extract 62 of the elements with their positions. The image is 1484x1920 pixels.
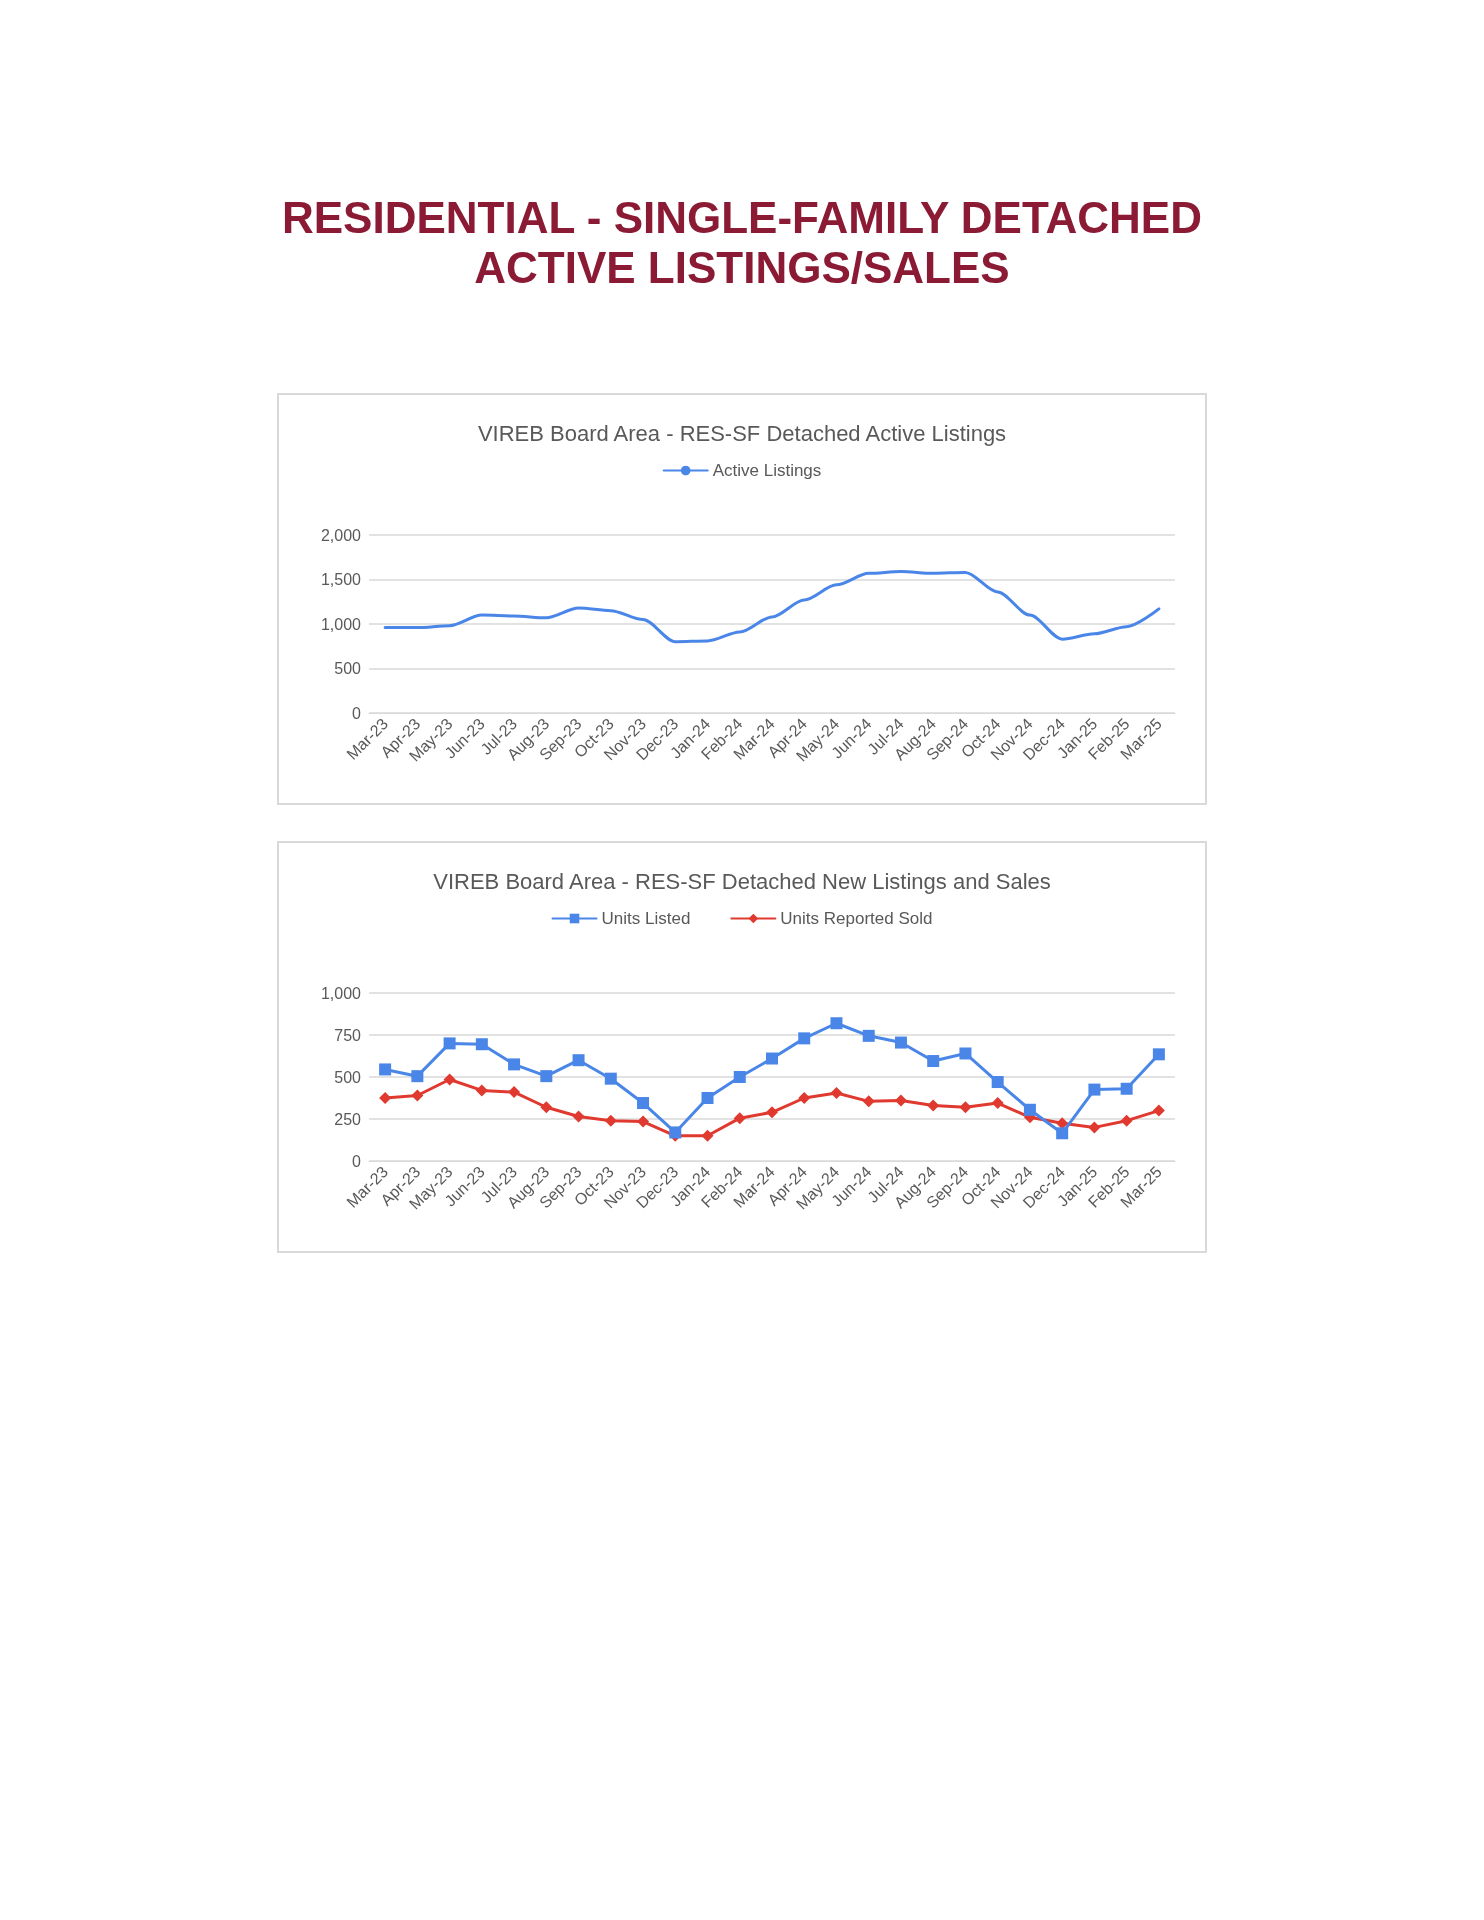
point — [927, 1099, 940, 1112]
point — [475, 1038, 488, 1051]
point — [475, 1084, 488, 1097]
point — [637, 1115, 650, 1128]
point — [991, 1076, 1004, 1089]
point — [540, 1070, 553, 1083]
point — [1120, 1082, 1133, 1095]
point — [733, 1071, 746, 1083]
chart-title: VIREB Board Area - RES-SF Detached New Listings and Sales — [433, 868, 1051, 894]
point — [733, 1112, 746, 1125]
y-tick-label: 1,500 — [320, 571, 362, 588]
point — [830, 1017, 843, 1030]
point — [379, 1063, 392, 1076]
y-tick-label: 250 — [334, 1110, 362, 1128]
point — [540, 1101, 553, 1114]
point — [508, 1086, 521, 1099]
point — [604, 1114, 617, 1127]
point — [830, 1086, 843, 1099]
text: ACTIVE LISTINGS/SALES — [473, 243, 1011, 293]
point — [604, 1072, 617, 1085]
point — [894, 1036, 907, 1049]
point — [443, 1073, 456, 1086]
point — [991, 1097, 1004, 1110]
point — [701, 1092, 714, 1104]
point — [572, 1054, 585, 1067]
point — [443, 1037, 456, 1050]
y-tick-label: 0 — [352, 704, 362, 722]
point — [959, 1101, 972, 1114]
point — [411, 1070, 424, 1083]
point — [766, 1052, 778, 1065]
y-tick-label: 500 — [334, 660, 362, 677]
point — [1152, 1048, 1165, 1061]
point — [701, 1129, 714, 1142]
chart-title: VIREB Board Area - RES-SF Detached Active Listings — [477, 420, 1007, 446]
line-series — [383, 569, 1161, 644]
point — [927, 1055, 940, 1068]
y-tick-label: 500 — [334, 1068, 362, 1086]
point — [862, 1029, 875, 1042]
y-tick-label: 1,000 — [320, 984, 362, 1002]
y-tick-label: 750 — [334, 1026, 362, 1044]
point — [508, 1058, 521, 1071]
point — [1023, 1103, 1036, 1116]
point — [862, 1095, 875, 1108]
point — [1056, 1127, 1069, 1140]
legend-label: Units Reported Sold — [780, 909, 933, 928]
point — [1152, 1104, 1165, 1117]
point — [572, 1110, 585, 1123]
point — [637, 1097, 650, 1110]
text: RESIDENTIAL - SINGLE-FAMILY DETACHED — [281, 193, 1203, 243]
point — [798, 1032, 811, 1045]
point — [959, 1047, 972, 1060]
legend-label: Active Listings — [712, 461, 822, 480]
point — [1120, 1114, 1133, 1127]
point — [1088, 1083, 1101, 1096]
y-tick-label: 0 — [352, 1152, 362, 1170]
point — [411, 1089, 424, 1102]
y-tick-label: 1,000 — [320, 615, 362, 633]
point — [1088, 1121, 1101, 1134]
y-tick-label: 2,000 — [320, 526, 362, 544]
point — [798, 1092, 811, 1104]
point — [766, 1106, 778, 1119]
legend-label: Units Listed — [601, 909, 691, 928]
